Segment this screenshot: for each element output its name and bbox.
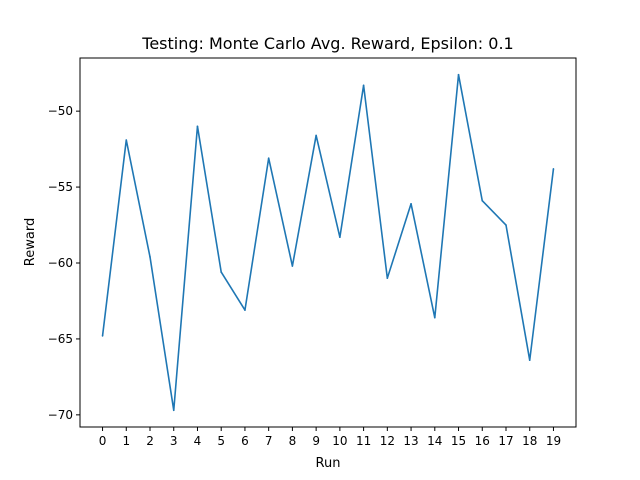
x-tick-label: 9 [312,434,320,448]
x-tick-label: 14 [427,434,442,448]
data-point [315,134,317,137]
data-point [291,265,294,267]
chart-title: Testing: Monte Carlo Avg. Reward, Epsilo… [141,34,513,53]
data-point [528,359,531,361]
x-tick-label: 2 [146,434,154,448]
y-axis-label: Reward [23,218,38,266]
x-ticks: 0 1 2 3 4 5 6 7 8 9 10 11 12 13 14 15 16 17 18 19 [99,427,561,448]
plot-layer [101,73,555,412]
series-line [101,73,555,412]
data-point [386,277,389,279]
data-point [244,309,246,311]
y-tick-label: −60 [48,256,73,270]
plot-frame [79,57,577,428]
x-tick-label: 11 [356,434,371,448]
data-point [220,271,223,273]
data-point [267,157,270,160]
x-tick-label: 18 [522,434,537,448]
x-tick-label: 16 [475,434,490,448]
x-tick-label: 3 [170,434,178,448]
x-tick-label: 13 [403,434,418,448]
x-tick-label: 15 [451,434,466,448]
x-tick-label: 19 [546,434,561,448]
data-point [101,335,104,337]
data-point [172,409,175,412]
x-tick-label: 0 [99,434,107,448]
x-axis-label: Run [316,456,341,471]
x-tick-label: 6 [241,434,249,448]
data-point [125,139,128,141]
data-point [339,236,341,238]
y-tick-label: −65 [48,332,73,346]
x-tick-label: 10 [332,434,347,448]
x-tick-label: 12 [380,434,395,448]
x-tick-label: 8 [289,434,297,448]
y-ticks: −70 −65 −60 −55 −50 [48,104,80,422]
y-tick-label: −70 [48,408,73,422]
data-point [505,224,507,226]
x-tick-label: 7 [265,434,273,448]
x-tick-label: 1 [122,434,130,448]
y-tick-label: −55 [48,180,73,194]
data-point [457,73,460,76]
data-point [552,168,555,170]
x-tick-label: 4 [194,434,202,448]
data-point [362,84,365,87]
x-tick-label: 17 [498,434,513,448]
y-tick-label: −50 [48,104,73,118]
data-point [149,256,151,258]
data-point [481,199,484,202]
data-point [410,202,412,205]
data-point [196,125,199,128]
x-tick-label: 5 [217,434,225,448]
data-point [433,316,436,319]
